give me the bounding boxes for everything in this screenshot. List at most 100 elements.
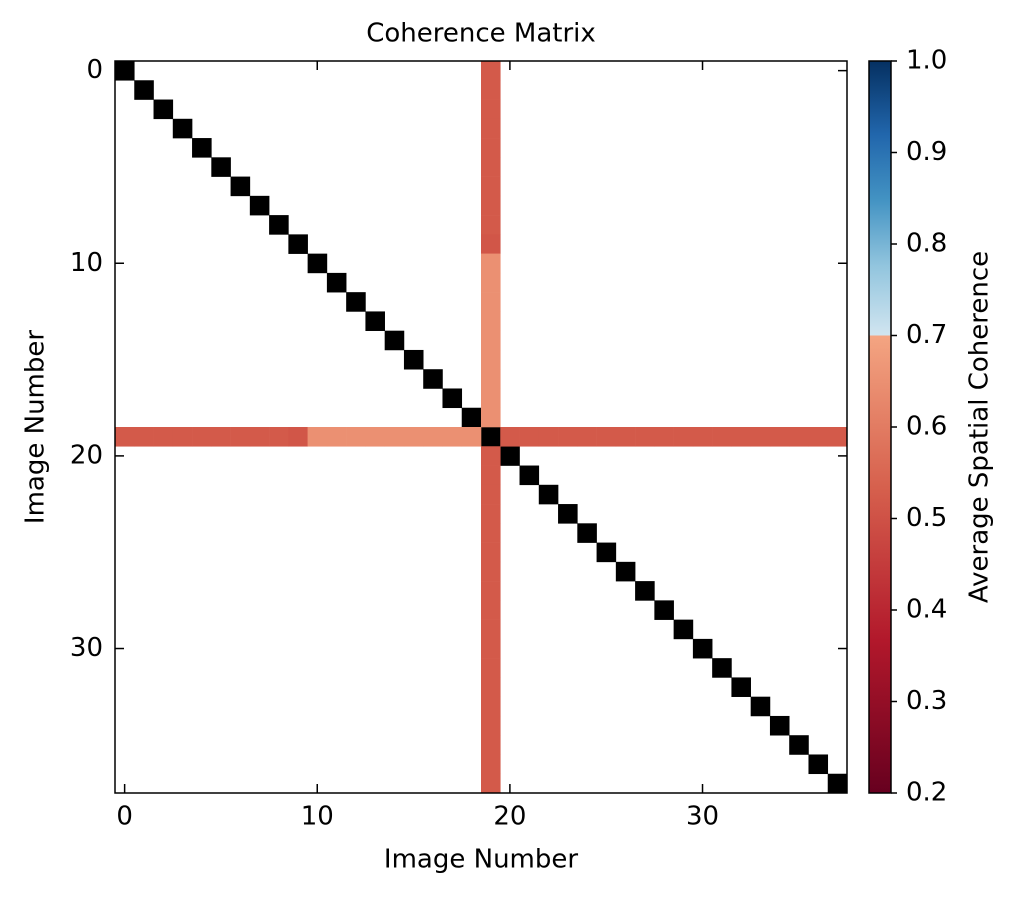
cell xyxy=(481,330,501,351)
colorbar xyxy=(868,60,892,794)
cell xyxy=(461,427,482,447)
cell xyxy=(558,427,578,447)
diagonal-cell xyxy=(731,677,751,697)
cell xyxy=(712,427,732,447)
cell xyxy=(481,696,501,717)
diagonal-cell xyxy=(153,99,174,120)
cell xyxy=(481,311,501,331)
diagonal-cell xyxy=(577,523,597,543)
diagonal-cell xyxy=(750,696,771,717)
cell xyxy=(481,581,501,601)
cell xyxy=(519,427,540,447)
cell xyxy=(635,427,655,447)
cell xyxy=(288,427,308,447)
cell xyxy=(481,215,501,235)
diagonal-cell xyxy=(500,446,520,466)
cell xyxy=(481,388,501,409)
diagonal-cell xyxy=(615,561,636,582)
cell xyxy=(423,427,443,447)
cell xyxy=(538,427,559,447)
diagonal-cell xyxy=(442,388,463,409)
diagonal-cell xyxy=(654,600,674,620)
diagonal-cell xyxy=(346,292,366,312)
diagonal-cell xyxy=(692,638,713,659)
cell xyxy=(481,523,501,543)
cell xyxy=(481,99,501,120)
cell xyxy=(481,253,501,274)
cell xyxy=(481,61,501,81)
diagonal-cell xyxy=(596,542,617,563)
cell xyxy=(808,427,829,447)
cell xyxy=(481,542,501,563)
diagonal-cell xyxy=(134,80,154,100)
diagonal-cell xyxy=(192,138,212,158)
diagonal-cell xyxy=(307,253,328,274)
cell xyxy=(481,465,501,486)
cell xyxy=(596,427,617,447)
cell xyxy=(230,427,251,447)
cell xyxy=(750,427,771,447)
cell xyxy=(115,427,135,447)
cell xyxy=(192,427,212,447)
colorbar-tick-label: 0.7 xyxy=(906,320,947,350)
cell xyxy=(211,427,231,447)
cell xyxy=(481,484,501,505)
cell xyxy=(481,349,501,370)
cell xyxy=(403,427,424,447)
diagonal-cell xyxy=(461,407,482,428)
cell xyxy=(481,619,501,640)
x-axis-label: Image Number xyxy=(384,845,578,875)
cell xyxy=(500,427,520,447)
cell xyxy=(307,427,328,447)
colorbar-tick-label: 1.0 xyxy=(906,46,947,76)
diagonal-cell xyxy=(769,715,790,736)
cell xyxy=(481,638,501,659)
colorbar-tick-label: 0.9 xyxy=(906,137,947,167)
cell xyxy=(827,427,848,447)
cell xyxy=(365,427,385,447)
y-tick-label: 10 xyxy=(70,248,103,278)
chart-title: Coherence Matrix xyxy=(366,19,596,49)
diagonal-cell xyxy=(519,465,540,486)
cell xyxy=(577,427,597,447)
cell xyxy=(269,427,289,447)
diagonal-cell xyxy=(789,735,809,755)
diagonal-cell xyxy=(365,311,385,331)
cell xyxy=(481,735,501,755)
y-tick-label: 20 xyxy=(70,440,103,470)
plot-frame xyxy=(114,60,848,794)
x-tick-label: 10 xyxy=(301,802,334,832)
cell xyxy=(481,773,501,794)
cell xyxy=(654,427,674,447)
cell xyxy=(481,157,501,177)
cell xyxy=(481,677,501,697)
cell xyxy=(384,427,405,447)
diagonal-cell xyxy=(635,581,655,601)
cell xyxy=(481,80,501,100)
cell xyxy=(673,427,694,447)
cell xyxy=(326,427,347,447)
cell xyxy=(481,138,501,158)
diagonal-cell xyxy=(423,369,443,389)
diagonal-cell xyxy=(326,272,347,293)
diagonal-cell xyxy=(558,504,578,524)
colorbar-tick-label: 0.3 xyxy=(906,686,947,716)
diagonal-cell xyxy=(673,619,694,640)
cell xyxy=(481,176,501,197)
colorbar-tick-label: 0.5 xyxy=(906,503,947,533)
cell xyxy=(249,427,270,447)
cell xyxy=(481,195,501,216)
colorbar-tick-label: 0.6 xyxy=(906,412,947,442)
diagonal-cell xyxy=(808,754,829,775)
cell xyxy=(481,754,501,775)
cell xyxy=(481,118,501,139)
diagonal-cell xyxy=(538,484,559,505)
cell xyxy=(615,427,636,447)
y-axis-label: Image Number xyxy=(21,330,51,524)
colorbar-label: Average Spatial Coherence xyxy=(965,251,995,603)
cell xyxy=(789,427,809,447)
colorbar-tick-label: 0.2 xyxy=(906,778,947,808)
x-tick-label: 0 xyxy=(116,802,133,832)
cell xyxy=(172,427,193,447)
